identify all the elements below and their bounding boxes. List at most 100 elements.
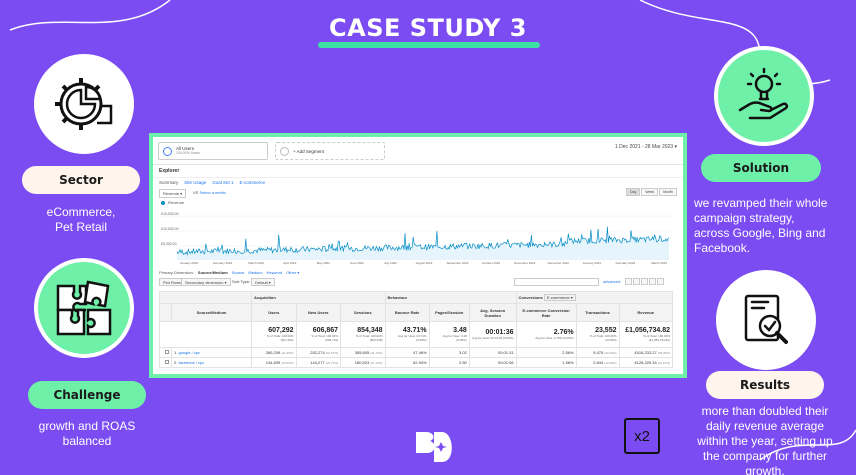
chevron-down-icon: ▾ [674,144,677,150]
metric-select[interactable]: Revenue ▾ [159,189,187,198]
advanced-link[interactable]: advanced [603,279,621,284]
column-revenue[interactable]: Revenue [618,303,673,322]
table-row[interactable]: 2. facebook / cpc 144,839 (23.04%) 144,277… [159,357,673,368]
dimension-other[interactable]: Other ▾ [286,270,300,275]
totals-value: £1,056,734.82 [625,327,670,334]
report-subtabs: Summary Site Usage Goal Set 1 E-commerce [153,178,683,187]
row-checkbox[interactable] [165,350,169,354]
row-value-cell: 180,523 (21.13%) [340,357,386,368]
tab-goal-set-1[interactable]: Goal Set 1 [212,180,234,185]
dimension-source[interactable]: Source [231,270,245,275]
row-percent: (23.77%) [325,361,339,365]
row-percent: (23.04%) [281,361,294,365]
row-value-cell: 3.02 [428,347,470,358]
row-value-cell: 144,277 (23.77%) [295,357,342,368]
table-row[interactable]: 1. google / cpc 260,209 (41.35%) 252,274 (… [159,347,673,358]
tab-ecommerce[interactable]: E-commerce [239,180,266,185]
performance-view-icon[interactable] [641,278,648,285]
day-button[interactable]: Day [626,188,641,196]
challenge-text: growth and ROAS balanced [20,419,154,449]
secondary-dimension-select[interactable]: Secondary dimension ▾ [181,278,231,286]
group-acquisition: Acquisition [251,291,386,304]
vs-compare: VS Select a metric [193,190,226,195]
dimension-medium[interactable]: Medium [248,270,263,275]
totals-sub: % of Total: 100.00% (854,348) [355,334,383,342]
segment-all-users-label: All Users [176,146,195,151]
segment-all-users[interactable]: All Users 100.00% Users [158,142,268,160]
column-source-medium[interactable]: Source/Medium [171,303,252,322]
row-value: £416,233.27 [634,350,657,355]
totals-sub: Avg for View: 2.76% (0.00%) [535,336,574,340]
primary-dimension-selected[interactable]: Source/Medium [197,270,228,275]
tab-site-usage[interactable]: Site Usage [184,180,207,185]
row-value: 355,605 [354,350,370,355]
view-toggle-icons [625,278,664,285]
add-segment-dot-icon [280,146,289,156]
x-axis: January 2022 February 2022 March 2022 April… [180,261,667,265]
x-tick-label: April 2022 [283,261,297,265]
gear-pie-chart-icon [55,78,113,130]
row-source-cell[interactable]: 2. facebook / cpc [171,357,252,368]
column-users[interactable]: Users [251,303,297,322]
pivot-view-icon[interactable] [657,278,664,285]
row-value-cell: 52.94% [384,357,430,368]
column-pages-session[interactable]: Pages/Session [428,303,470,322]
totals-cell: 607,292% of Total: 100.00% (607,292) [251,321,297,348]
group-conversions: Conversions E-commerce ▾ [515,291,674,304]
row-checkbox[interactable] [165,360,169,364]
totals-cell: 606,867% of Total: 100.02% (606,734) [295,321,342,348]
row-source-cell[interactable]: 1. google / cpc [171,347,252,358]
results-label: Results [706,371,824,399]
totals-value: 43.71% [402,327,427,334]
row-value: 3.02 [459,350,467,355]
column-new-users[interactable]: New Users [295,303,342,322]
metric-select-value: Revenue [163,191,180,196]
week-button[interactable]: Week [641,188,659,196]
table-controls: Plot Rows Secondary dimension ▾ Sort Typ… [159,278,673,288]
sector-label: Sector [22,166,140,194]
column-ecommerce-conversion-rate[interactable]: E-commerce Conversion Rate [515,303,577,322]
row-value: 2.56% [562,350,574,355]
row-checkbox-cell[interactable] [159,357,172,368]
explorer-tab[interactable]: Explorer [153,165,683,178]
segment-all-users-text: All Users 100.00% Users [176,146,200,156]
solution-icon-circle [714,46,814,146]
select-metric-link[interactable]: Select a metric [199,190,226,195]
x-tick-label: November 2022 [514,261,536,265]
column-bounce-rate[interactable]: Bounce Rate [384,303,430,322]
conversion-type-select[interactable]: E-commerce ▾ [543,294,576,301]
segment-bar: All Users 100.00% Users + Add Segment 1 … [153,137,683,165]
date-range-picker[interactable]: 1 Dec 2021 - 28 Mar 2023 ▾ [615,144,677,150]
row-value-cell: 1.56% [515,357,577,368]
y-tick-label: £10,000.00 [161,227,179,231]
row-checkbox-cell[interactable] [159,347,172,358]
row-source-link[interactable]: facebook / cpc [178,360,205,365]
row-value: 144,277 [310,360,325,365]
tab-summary[interactable]: Summary [159,180,179,185]
date-range-value: 1 Dec 2021 - 28 Mar 2023 [615,144,674,150]
row-value: 144,839 [265,360,281,365]
revenue-area [177,226,669,260]
row-source-link[interactable]: google / cpc [178,350,201,355]
x-tick-label: August 2022 [416,261,433,265]
sector-text-line: Pet Retail [54,220,108,234]
dimension-keyword[interactable]: Keyword [266,270,283,275]
row-value-cell: 260,209 (41.35%) [251,347,297,358]
totals-value: 2.76% [553,329,574,336]
month-button[interactable]: Month [659,188,677,196]
row-value: 9,475 [593,350,604,355]
row-value: 00:01:06 [497,360,514,365]
comparison-view-icon[interactable] [649,278,656,285]
column-sessions[interactable]: Sessions [340,303,386,322]
challenge-text-line: growth and ROAS [38,419,136,433]
pie-view-icon[interactable] [633,278,640,285]
table-search-input[interactable] [514,278,599,286]
sort-default-select[interactable]: Default ▾ [251,278,275,286]
column-transactions[interactable]: Transactions [575,303,620,322]
add-segment-button[interactable]: + Add Segment [275,142,385,160]
x-tick-label: September 2022 [446,261,469,265]
analytics-screenshot: All Users 100.00% Users + Add Segment 1 … [149,133,687,378]
row-percent: (12.13%) [657,361,670,365]
column-avg-session-duration[interactable]: Avg. Session Duration [468,303,517,322]
grid-view-icon[interactable] [625,278,632,285]
